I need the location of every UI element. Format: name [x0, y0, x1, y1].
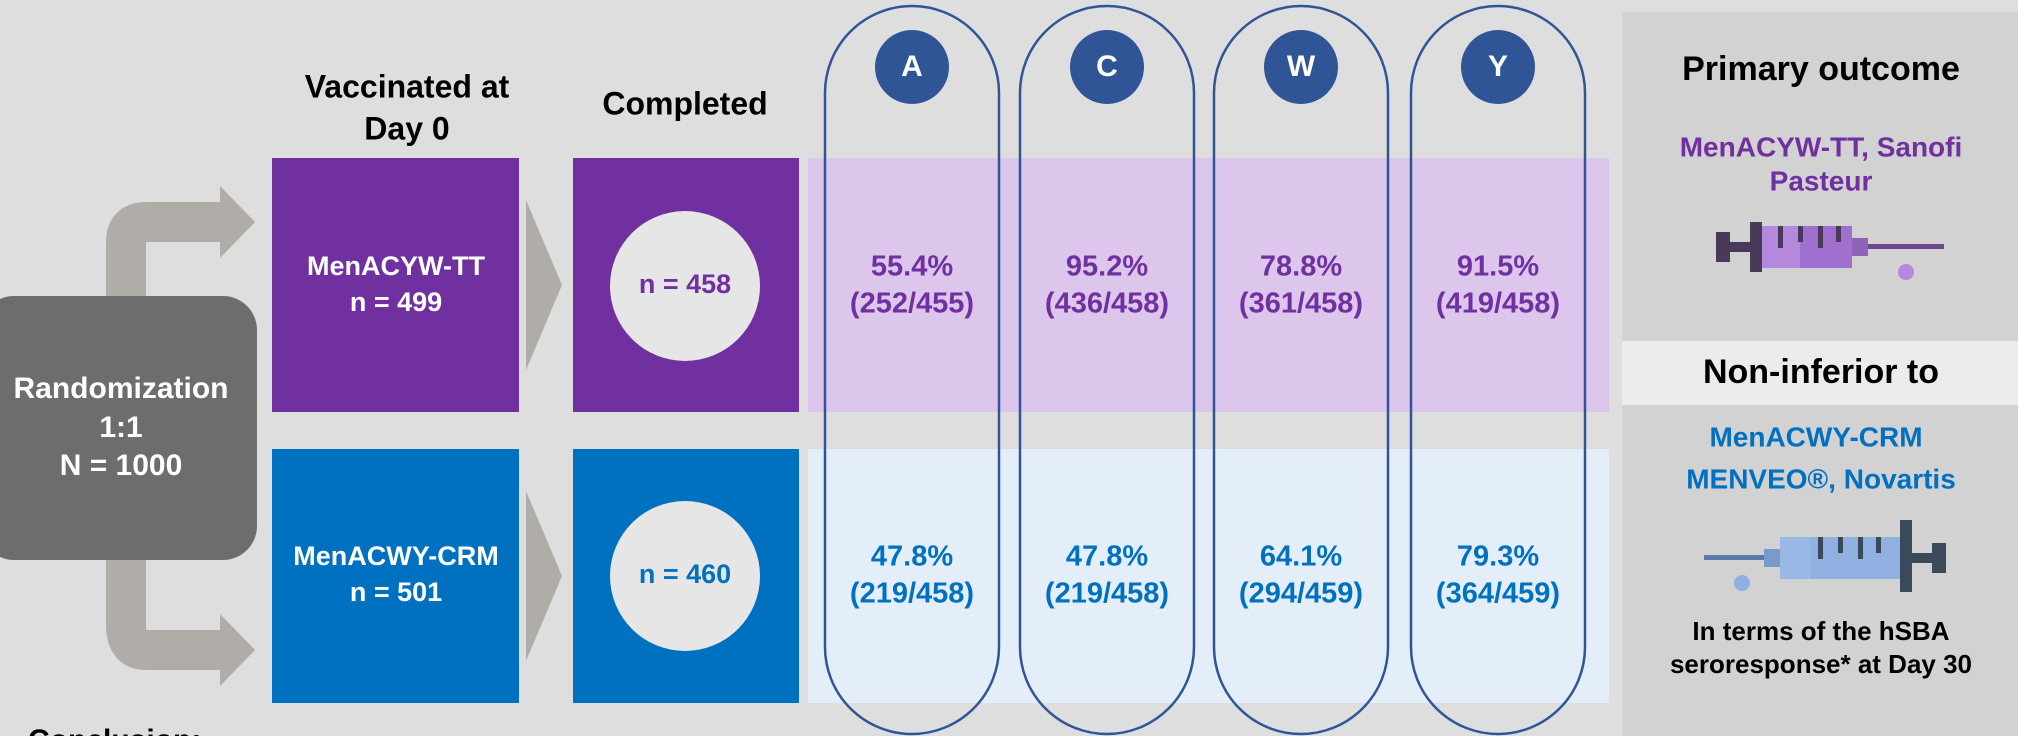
- result-value: (219/458): [1045, 578, 1169, 610]
- outcome-title: Primary outcome: [1682, 50, 1960, 88]
- outcome-vaccine: MenACYW-TT, Sanofi: [1680, 131, 1963, 162]
- result-value: (436/458): [1045, 288, 1169, 320]
- result-band: [808, 449, 1609, 703]
- arm-enrolled: n = 499: [350, 287, 442, 317]
- serogroup-label: W: [1287, 50, 1316, 83]
- result-value: 79.3%: [1457, 541, 1539, 573]
- result-band: [808, 158, 1609, 412]
- arm-enrolled: n = 501: [350, 577, 442, 607]
- serogroup-label: A: [901, 50, 923, 83]
- result-value: (361/458): [1239, 288, 1363, 320]
- outcome-criterion: seroresponse* at Day 30: [1670, 649, 1972, 679]
- result-value: (219/458): [850, 578, 974, 610]
- outcome-comparison: Non-inferior to: [1703, 353, 1939, 391]
- header: Vaccinated at: [305, 68, 510, 104]
- result-value: 91.5%: [1457, 251, 1539, 283]
- result-value: 95.2%: [1066, 251, 1148, 283]
- arm-completed: n = 458: [639, 269, 731, 299]
- outcome-comparator: MENVEO®, Novartis: [1686, 463, 1956, 494]
- outcome-comparator: MenACWY-CRM: [1709, 421, 1922, 452]
- serogroup-label: Y: [1488, 50, 1508, 83]
- randomization-label: 1:1: [99, 411, 142, 444]
- randomization-label: N = 1000: [60, 449, 183, 482]
- arm-box: [272, 449, 519, 703]
- result-value: 47.8%: [1066, 541, 1148, 573]
- arm-name: MenACYW-TT: [307, 251, 485, 281]
- header: Day 0: [364, 110, 449, 146]
- result-value: (364/459): [1436, 578, 1560, 610]
- header: Completed: [602, 85, 767, 121]
- arm-name: MenACWY-CRM: [293, 541, 498, 571]
- outcome-criterion: In terms of the hSBA: [1692, 616, 1949, 646]
- result-value: 78.8%: [1260, 251, 1342, 283]
- randomization-label: Randomization: [14, 372, 229, 405]
- arm-completed: n = 460: [639, 559, 731, 589]
- arm-box: [272, 158, 519, 412]
- serogroup-label: C: [1096, 50, 1118, 83]
- outcome-vaccine: Pasteur: [1770, 165, 1873, 196]
- diagram: Vaccinated at Day 0 Completed Randomizat…: [0, 0, 2018, 736]
- conclusion: Conclusion:: [28, 724, 201, 736]
- result-value: 55.4%: [871, 251, 953, 283]
- result-value: (419/458): [1436, 288, 1560, 320]
- result-value: (252/455): [850, 288, 974, 320]
- result-value: 64.1%: [1260, 541, 1342, 573]
- result-value: 47.8%: [871, 541, 953, 573]
- result-value: (294/459): [1239, 578, 1363, 610]
